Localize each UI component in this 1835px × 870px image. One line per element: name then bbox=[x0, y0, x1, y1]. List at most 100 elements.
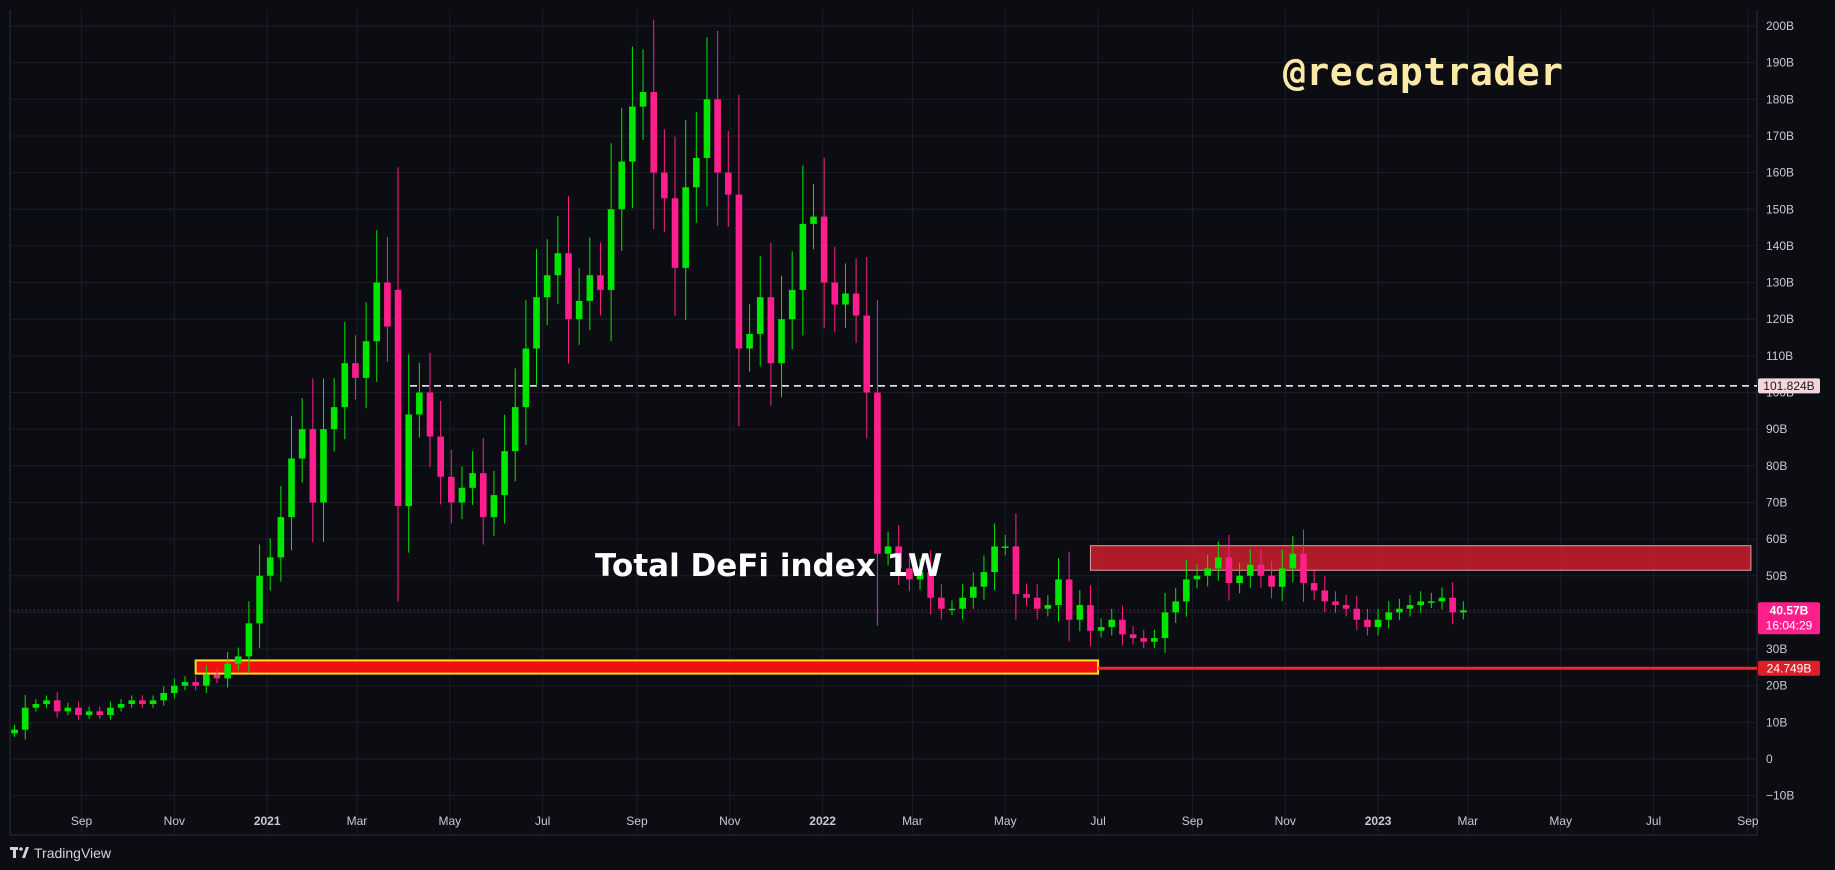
candle-body bbox=[1289, 553, 1297, 569]
x-tick-label: Jul bbox=[1646, 814, 1661, 828]
candle-body bbox=[1001, 546, 1009, 548]
x-tick-label: Jul bbox=[1090, 814, 1105, 828]
y-tick-label: 80B bbox=[1766, 459, 1787, 473]
candle-body bbox=[1374, 619, 1382, 628]
candle-body bbox=[373, 282, 381, 342]
candle-body bbox=[1449, 597, 1456, 613]
candle-body bbox=[1268, 575, 1275, 587]
tradingview-brand[interactable]: TradingView bbox=[10, 845, 111, 861]
candle-body bbox=[607, 209, 615, 290]
candle-body bbox=[192, 682, 199, 686]
x-tick-label: May bbox=[1549, 814, 1572, 828]
candle-body bbox=[629, 106, 636, 162]
candle-body bbox=[682, 187, 689, 268]
y-tick-label: 150B bbox=[1766, 202, 1794, 216]
candle-body bbox=[1385, 612, 1393, 620]
candle-body bbox=[1044, 605, 1052, 609]
candle-body bbox=[639, 91, 647, 107]
candle-body bbox=[1087, 605, 1094, 631]
candle-body bbox=[1396, 608, 1403, 613]
y-tick-label: 160B bbox=[1766, 166, 1794, 180]
x-tick-label: Sep bbox=[1737, 814, 1759, 828]
candle-body bbox=[597, 275, 604, 290]
candle-body bbox=[1428, 601, 1435, 603]
y-tick-label: 180B bbox=[1766, 92, 1794, 106]
candle-body bbox=[96, 711, 104, 716]
candle-body bbox=[916, 572, 924, 580]
candle-body bbox=[21, 707, 29, 730]
x-tick-label: May bbox=[438, 814, 461, 828]
candle-body bbox=[384, 282, 391, 327]
support-price-label: 24.749B bbox=[1767, 661, 1812, 675]
candle-body bbox=[980, 572, 988, 587]
x-tick-label: May bbox=[994, 814, 1017, 828]
candle-body bbox=[650, 91, 658, 173]
y-tick-label: 50B bbox=[1766, 569, 1787, 583]
y-tick-label: 120B bbox=[1766, 312, 1794, 326]
candle-body bbox=[874, 392, 881, 554]
y-tick-label: −10B bbox=[1766, 789, 1794, 803]
y-tick-label: 60B bbox=[1766, 532, 1787, 546]
candle-body bbox=[448, 476, 455, 503]
candle-body bbox=[799, 223, 807, 290]
candle-body bbox=[1459, 610, 1467, 613]
candle-body bbox=[1332, 601, 1339, 606]
candle-body bbox=[1438, 597, 1446, 602]
candle-body bbox=[948, 608, 956, 611]
candle-body bbox=[533, 297, 540, 349]
candle-body bbox=[1076, 605, 1084, 620]
candle-body bbox=[522, 348, 530, 408]
candle-body bbox=[788, 289, 796, 320]
candle-body bbox=[1257, 564, 1265, 576]
x-tick-label: 2023 bbox=[1365, 814, 1392, 828]
candle-body bbox=[810, 216, 817, 224]
tradingview-logo-icon bbox=[10, 847, 30, 859]
candle-body bbox=[1246, 564, 1254, 576]
candle-body bbox=[213, 674, 221, 679]
candle-body bbox=[778, 319, 785, 364]
candle-body bbox=[309, 429, 317, 503]
candle-body bbox=[32, 704, 40, 708]
candle-body bbox=[234, 656, 242, 664]
candle-body bbox=[1012, 546, 1020, 595]
x-tick-label: Sep bbox=[626, 814, 648, 828]
candle-body bbox=[320, 429, 327, 503]
candle-body bbox=[1065, 579, 1073, 620]
candle-body bbox=[543, 275, 551, 298]
y-tick-label: 90B bbox=[1766, 422, 1787, 436]
candle-body bbox=[107, 707, 114, 716]
candle-body bbox=[1172, 601, 1179, 613]
candle-body bbox=[714, 99, 721, 173]
candle-body bbox=[1129, 634, 1137, 639]
candle-body bbox=[298, 429, 306, 459]
candle-body bbox=[756, 297, 764, 334]
candle-body bbox=[181, 682, 189, 686]
candle-body bbox=[1204, 568, 1211, 576]
candle-body bbox=[927, 572, 934, 598]
candle-body bbox=[139, 700, 146, 705]
candle-body bbox=[1236, 575, 1243, 584]
resistance-price-label-bg bbox=[1758, 378, 1820, 394]
candle-body bbox=[437, 436, 444, 477]
candle-body bbox=[1108, 619, 1116, 628]
candle-body bbox=[767, 297, 775, 364]
candle-body bbox=[266, 557, 274, 576]
candle-body bbox=[511, 407, 519, 452]
last-price-label: 40.57B bbox=[1770, 603, 1809, 617]
x-tick-label: Mar bbox=[902, 814, 923, 828]
candle-body bbox=[842, 293, 849, 305]
resistance-zone bbox=[1089, 545, 1752, 571]
candle-body bbox=[746, 333, 753, 349]
candle-body bbox=[288, 458, 295, 518]
candle-body bbox=[1321, 590, 1329, 602]
candle-body bbox=[469, 473, 476, 488]
candle-body bbox=[1119, 619, 1126, 635]
candle-body bbox=[1300, 553, 1307, 584]
candle-body bbox=[565, 253, 572, 320]
candle-body bbox=[959, 597, 966, 609]
y-tick-label: 70B bbox=[1766, 495, 1787, 509]
candle-body bbox=[64, 707, 72, 712]
countdown-label: 16:04:29 bbox=[1766, 618, 1813, 632]
